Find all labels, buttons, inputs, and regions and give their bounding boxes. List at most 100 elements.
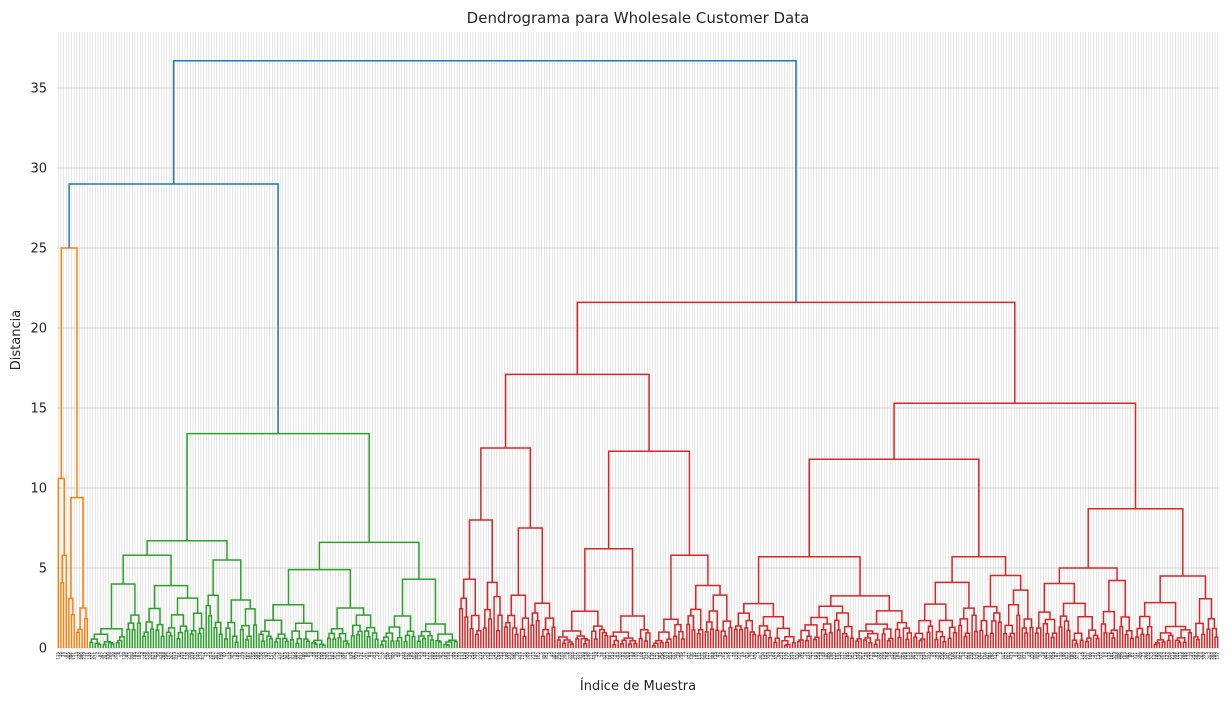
x-tick-label: 403 bbox=[153, 652, 158, 660]
x-tick-label: 159 bbox=[457, 652, 462, 660]
x-tick-label: 304 bbox=[248, 652, 253, 660]
x-tick-label: 254 bbox=[1191, 652, 1196, 660]
x-tick-label: 436 bbox=[660, 652, 665, 660]
x-tick-label: 93 bbox=[264, 652, 269, 658]
x-tick-label: 264 bbox=[1159, 652, 1164, 660]
x-tick-label: 165 bbox=[444, 652, 449, 660]
x-tick-label: 367 bbox=[351, 652, 356, 660]
x-tick-label: 328 bbox=[190, 652, 195, 660]
x-tick-label: 396 bbox=[69, 652, 74, 660]
x-tick-label: 123 bbox=[655, 652, 660, 660]
x-tick-label: 80 bbox=[1128, 652, 1133, 658]
x-tick-label: 299 bbox=[1196, 652, 1201, 660]
x-tick-label: 413 bbox=[172, 652, 177, 660]
x-tick-label: 251 bbox=[1093, 652, 1098, 660]
x-tick-label: 196 bbox=[990, 652, 995, 660]
x-tick-label: 394 bbox=[512, 652, 517, 660]
x-tick-label: 16 bbox=[887, 652, 892, 658]
x-tick-label: 270 bbox=[948, 652, 953, 660]
x-tick-label: 232 bbox=[700, 652, 705, 660]
x-tick-label: 313 bbox=[578, 652, 583, 660]
x-tick-label: 330 bbox=[473, 652, 478, 660]
x-tick-label: 308 bbox=[702, 652, 707, 660]
y-tick-label: 30 bbox=[30, 162, 47, 177]
x-tick-label: 7 bbox=[95, 652, 100, 655]
y-tick-label: 20 bbox=[30, 322, 47, 337]
x-tick-label: 127 bbox=[1165, 652, 1170, 660]
x-tick-label: 349 bbox=[391, 652, 396, 660]
x-tick-label: 44 bbox=[422, 652, 427, 658]
x-tick-label: 151 bbox=[787, 652, 792, 660]
x-tick-label: 268 bbox=[885, 652, 890, 660]
x-tick-label: 37 bbox=[1011, 652, 1016, 658]
x-tick-label: 121 bbox=[708, 652, 713, 660]
x-tick-label: 331 bbox=[1133, 652, 1138, 660]
x-tick-label: 385 bbox=[66, 652, 71, 660]
x-tick-label: 415 bbox=[1064, 652, 1069, 660]
x-tick-label: 156 bbox=[1157, 652, 1162, 660]
x-tick-label: 101 bbox=[1175, 652, 1180, 660]
x-tick-label: 299 bbox=[935, 652, 940, 660]
x-tick-label: 390 bbox=[1201, 652, 1206, 660]
x-tick-label: 352 bbox=[647, 652, 652, 660]
x-tick-label: 137 bbox=[869, 652, 874, 660]
x-tick-label: 214 bbox=[789, 652, 794, 660]
x-tick-label: 208 bbox=[113, 652, 118, 660]
x-tick-label: 58 bbox=[420, 652, 425, 658]
x-tick-label: 28 bbox=[311, 652, 316, 658]
x-tick-label: 348 bbox=[1114, 652, 1119, 660]
x-tick-label: 423 bbox=[150, 652, 155, 660]
x-tick-label: 55 bbox=[739, 652, 744, 658]
x-tick-label: 381 bbox=[383, 652, 388, 660]
x-tick-label: 432 bbox=[298, 652, 303, 660]
x-tick-label: 4 bbox=[998, 652, 1003, 655]
x-tick-label: 209 bbox=[525, 652, 530, 660]
x-tick-label: 72 bbox=[636, 652, 641, 658]
x-tick-label: 110 bbox=[1151, 652, 1156, 660]
x-tick-label: 155 bbox=[251, 652, 256, 660]
x-tick-label: 41 bbox=[1135, 652, 1140, 658]
x-tick-label: 305 bbox=[911, 652, 916, 660]
x-tick-label: 48 bbox=[821, 652, 826, 658]
x-tick-label: 115 bbox=[55, 652, 60, 660]
x-tick-label: 186 bbox=[895, 652, 900, 660]
x-tick-label: 238 bbox=[446, 652, 451, 660]
x-tick-label: 118 bbox=[819, 652, 824, 660]
x-tick-label: 87 bbox=[1054, 652, 1059, 658]
x-tick-label: 151 bbox=[71, 652, 76, 660]
x-tick-label: 174 bbox=[327, 652, 332, 660]
x-tick-label: 159 bbox=[219, 652, 224, 660]
x-tick-label: 302 bbox=[554, 652, 559, 660]
x-tick-label: 273 bbox=[1178, 652, 1183, 660]
x-tick-label: 237 bbox=[840, 652, 845, 660]
x-tick-label: 354 bbox=[1072, 652, 1077, 660]
x-tick-label: 160 bbox=[1088, 652, 1093, 660]
x-tick-label: 27 bbox=[454, 652, 459, 658]
x-tick-label: 216 bbox=[737, 652, 742, 660]
x-tick-label: 398 bbox=[1172, 652, 1177, 660]
x-tick-label: 418 bbox=[227, 652, 232, 660]
x-tick-label: 377 bbox=[1098, 652, 1103, 660]
x-tick-label: 339 bbox=[348, 652, 353, 660]
x-tick-label: 354 bbox=[766, 652, 771, 660]
x-tick-label: 19 bbox=[1188, 652, 1193, 658]
x-tick-label: 182 bbox=[330, 652, 335, 660]
x-tick-label: 199 bbox=[496, 652, 501, 660]
x-tick-label: 421 bbox=[602, 652, 607, 660]
x-tick-label: 349 bbox=[927, 652, 932, 660]
x-tick-label: 337 bbox=[842, 652, 847, 660]
x-tick-label: 24 bbox=[1014, 652, 1019, 658]
x-tick-label: 140 bbox=[195, 652, 200, 660]
x-tick-label: 85 bbox=[306, 652, 311, 658]
y-tick-label: 15 bbox=[30, 402, 47, 417]
x-tick-label: 427 bbox=[174, 652, 179, 660]
x-tick-label: 282 bbox=[1194, 652, 1199, 660]
x-tick-label: 228 bbox=[216, 652, 221, 660]
x-tick-label: 27 bbox=[684, 652, 689, 658]
x-tick-label: 331 bbox=[193, 652, 198, 660]
x-tick-label: 427 bbox=[774, 652, 779, 660]
x-tick-label: 122 bbox=[750, 652, 755, 660]
dendrogram-link bbox=[172, 60, 797, 303]
x-tick-label: 254 bbox=[922, 652, 927, 660]
